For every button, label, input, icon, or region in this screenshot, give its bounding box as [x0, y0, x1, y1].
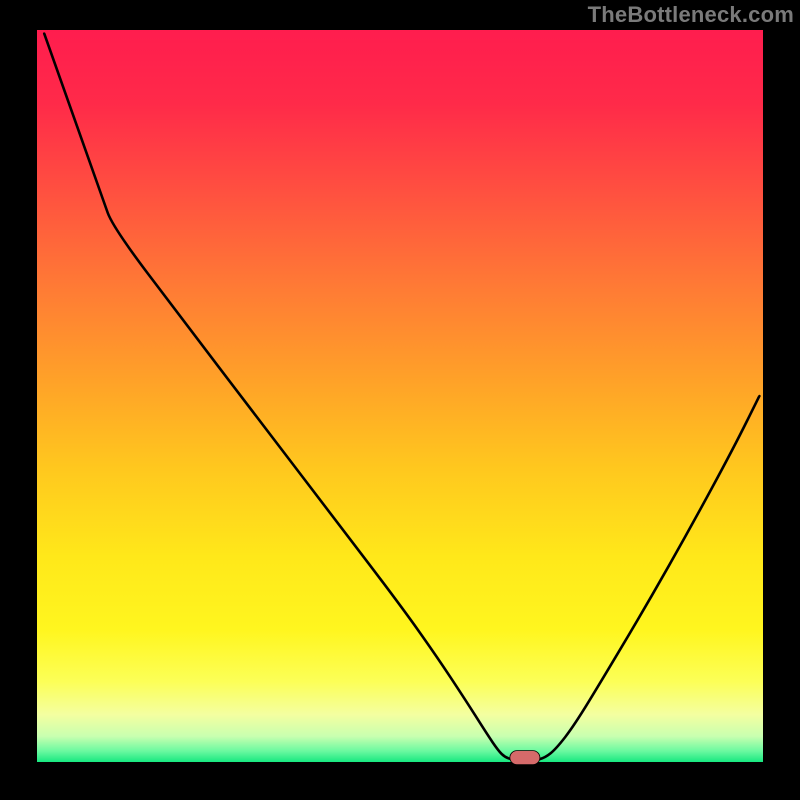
optimal-marker [510, 751, 540, 765]
chart-plot-area [37, 30, 763, 762]
chart-frame: TheBottleneck.com [0, 0, 800, 800]
watermark-text: TheBottleneck.com [588, 2, 794, 28]
bottleneck-chart [0, 0, 800, 800]
